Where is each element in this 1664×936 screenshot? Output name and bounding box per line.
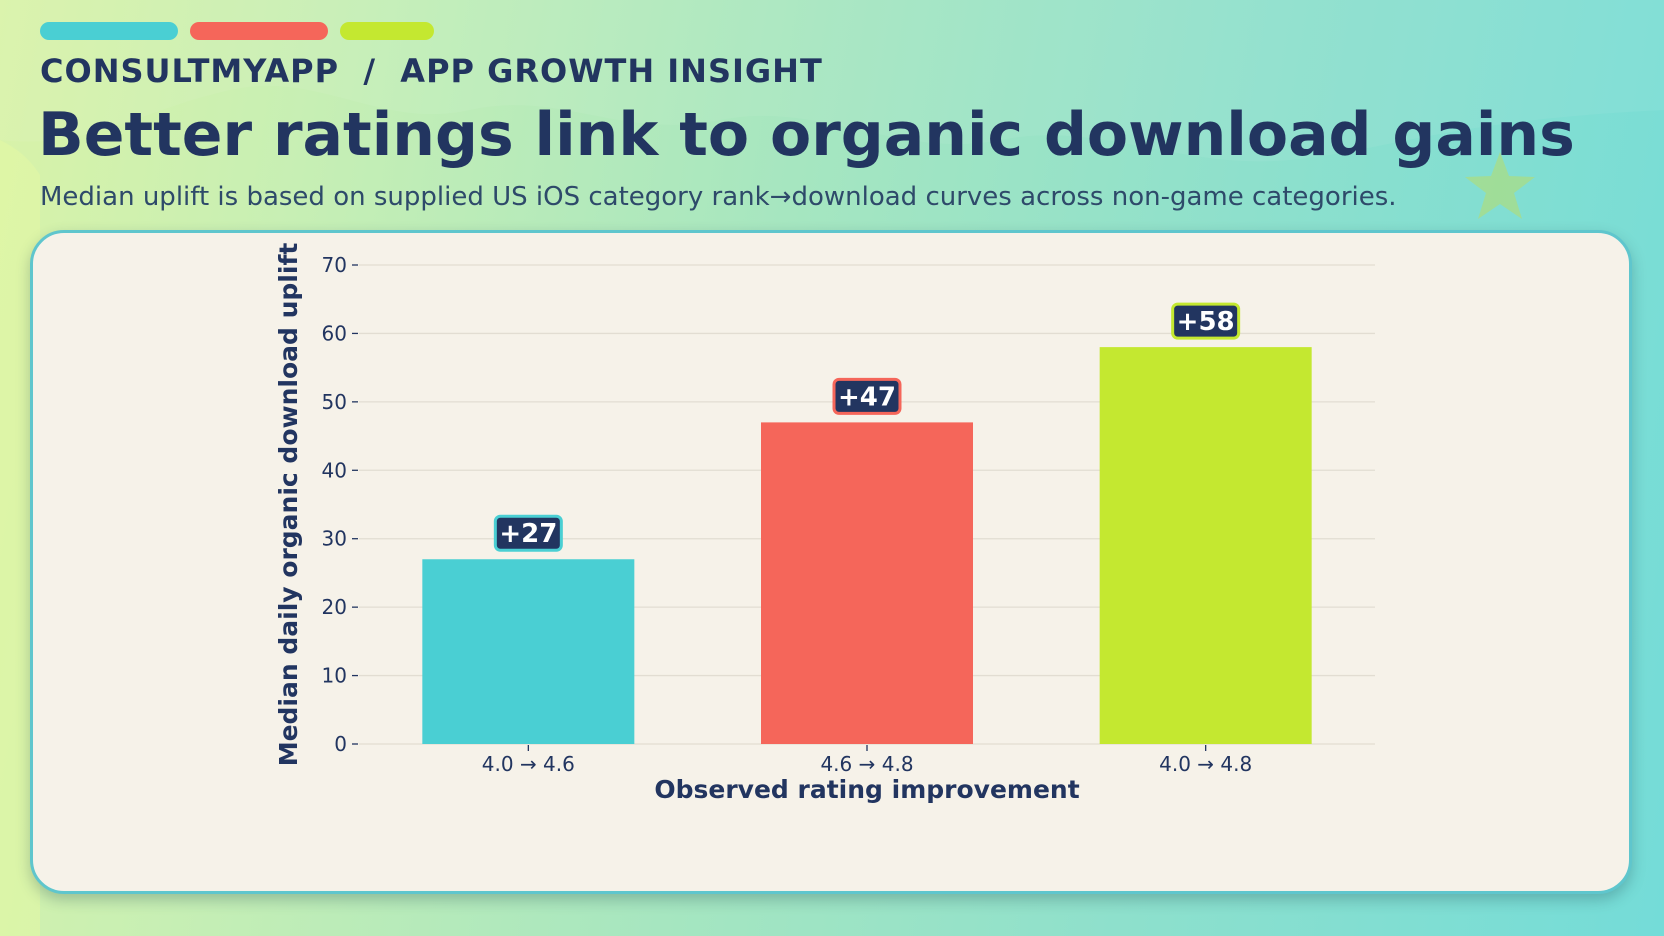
bar — [1099, 347, 1312, 744]
value-label-box — [1171, 302, 1241, 340]
chart-card: 0 10 20 30 40 50 60 70 +27 4.0 → 4.6 +47 4.6 → 4.8 +… — [30, 230, 1632, 894]
bar — [422, 559, 635, 744]
page-title: Better ratings link to organic download … — [38, 100, 1575, 170]
kicker: CONSULTMYAPP / APP GROWTH INSIGHT — [40, 52, 823, 90]
y-tick-label: 40 — [322, 458, 347, 482]
y-tick-label: 70 — [322, 253, 347, 277]
kicker-separator: / — [363, 52, 377, 90]
accent-bar-lime — [340, 22, 434, 40]
bar-chart: 0 10 20 30 40 50 60 70 +27 4.0 → 4.6 +47 4.6 → 4.8 +… — [274, 243, 1375, 804]
value-label-box — [493, 514, 563, 552]
page-subtitle: Median uplift is based on supplied US iO… — [40, 182, 1397, 212]
x-tick-label: 4.0 → 4.6 — [482, 752, 575, 776]
x-axis-title: Observed rating improvement — [654, 775, 1079, 804]
x-tick-label: 4.6 → 4.8 — [820, 752, 913, 776]
y-tick-label: 60 — [322, 321, 347, 345]
y-tick-label: 50 — [322, 390, 347, 414]
y-tick-label: 30 — [322, 527, 347, 551]
y-axis-title: Median daily organic download uplift — [274, 243, 303, 767]
y-tick-label: 0 — [334, 732, 347, 756]
value-label: +27 — [499, 519, 557, 549]
value-label: +58 — [1177, 307, 1235, 337]
y-tick-label: 10 — [322, 664, 347, 688]
x-tick-label: 4.0 → 4.8 — [1159, 752, 1252, 776]
bar — [761, 422, 973, 744]
value-label-box — [832, 377, 902, 415]
accent-bar-coral — [190, 22, 328, 40]
section-name: APP GROWTH INSIGHT — [400, 52, 823, 90]
brand-name: CONSULTMYAPP — [40, 52, 340, 90]
star-icon — [1465, 152, 1535, 219]
accent-bar-cyan — [40, 22, 178, 40]
value-label: +47 — [838, 382, 896, 412]
y-tick-label: 20 — [322, 595, 347, 619]
